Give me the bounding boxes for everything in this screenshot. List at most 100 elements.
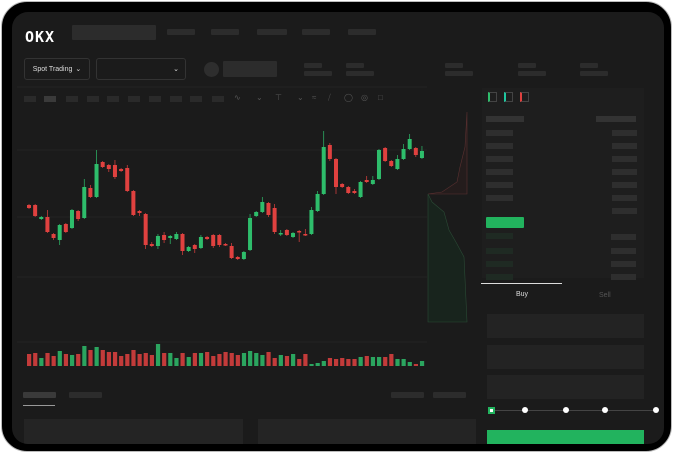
timeframe-button[interactable]	[128, 96, 140, 102]
okx-logo[interactable]: OKX	[25, 28, 56, 46]
nav-item[interactable]	[302, 29, 330, 35]
chevron-down-icon[interactable]: ⌄	[297, 93, 304, 102]
candle-body	[205, 237, 210, 239]
buy-submit-button[interactable]	[487, 430, 644, 444]
nav-item[interactable]	[257, 29, 287, 35]
volume-bar	[27, 354, 32, 366]
coin-icon	[204, 62, 219, 77]
candle-body	[198, 237, 203, 248]
indicator-icon[interactable]: ∿	[234, 93, 241, 102]
volume-bar	[131, 350, 136, 366]
candle-body	[223, 244, 228, 246]
candle-body	[131, 191, 136, 215]
volume-bar	[106, 352, 112, 366]
fullscreen-icon[interactable]: □	[378, 93, 383, 102]
volume-bar	[143, 353, 148, 366]
chevron-down-icon[interactable]: ⌄	[256, 93, 263, 102]
slider-stop-75[interactable]	[602, 407, 608, 413]
candle-body	[303, 234, 308, 236]
candle-body	[241, 252, 246, 259]
timeframe-button[interactable]	[190, 96, 202, 102]
slider-stop-100[interactable]	[653, 407, 659, 413]
volume-bar	[376, 357, 382, 366]
timeframe-button[interactable]	[212, 96, 224, 102]
camera-icon[interactable]: ◯	[344, 93, 353, 102]
candle-type-icon[interactable]: ⊤	[275, 93, 282, 102]
assets-panel	[258, 419, 476, 444]
candle-body	[174, 234, 179, 239]
candle-body	[112, 165, 117, 177]
timeframe-button[interactable]	[87, 96, 99, 102]
slider-track[interactable]	[491, 410, 657, 411]
tab-buy[interactable]: Buy	[516, 291, 529, 298]
stat-value	[518, 71, 546, 76]
bid-amount	[611, 274, 636, 280]
candle-body	[155, 236, 160, 246]
volume-bar	[168, 353, 173, 366]
volume-bar	[334, 359, 339, 366]
volume-bar	[315, 363, 320, 366]
candle-body	[284, 230, 289, 235]
nav-item[interactable]	[211, 29, 239, 35]
slider-stop-25[interactable]	[522, 407, 528, 413]
candle-body	[413, 148, 418, 155]
chevron-down-icon: ⌄	[173, 66, 179, 73]
candle-body	[389, 161, 394, 166]
spot-trading-select[interactable]: Spot Trading ⌄	[24, 58, 90, 80]
slider-handle[interactable]	[488, 407, 495, 414]
timeframe-button[interactable]	[149, 96, 161, 102]
volume-bar	[51, 356, 56, 366]
tab-sell[interactable]: Sell	[599, 292, 611, 299]
candle-body	[248, 218, 253, 250]
volume-bar	[45, 353, 50, 366]
volume-bar	[241, 353, 247, 366]
volume-bar	[291, 354, 296, 366]
volume-bar	[266, 352, 271, 366]
timeframe-button[interactable]	[44, 96, 56, 102]
nav-item[interactable]	[348, 29, 376, 35]
tab-order-history[interactable]	[69, 392, 102, 398]
candle-body	[57, 225, 62, 240]
candle-body	[27, 205, 31, 208]
volume-bar	[119, 356, 124, 366]
timeframe-button[interactable]	[107, 96, 119, 102]
total-input[interactable]	[487, 375, 644, 399]
tab-open-orders[interactable]	[23, 392, 56, 398]
nav-item[interactable]	[167, 29, 195, 35]
candle-body	[63, 224, 68, 232]
volume-bar	[82, 346, 87, 366]
stat-value	[445, 71, 473, 76]
filter-button[interactable]	[391, 392, 424, 398]
volume-bar	[321, 361, 326, 366]
price-input[interactable]	[487, 314, 644, 338]
orderbook-bids-icon[interactable]	[504, 92, 513, 102]
search-bar[interactable]	[72, 25, 156, 40]
volume-bar	[407, 362, 412, 366]
orderbook-asks-icon[interactable]	[520, 92, 529, 102]
ask-price	[486, 156, 513, 162]
volume-bar	[211, 356, 216, 366]
slider-stop-50[interactable]	[563, 407, 569, 413]
ruler-icon[interactable]: ⧸	[328, 93, 331, 102]
candle-body	[235, 257, 240, 259]
price-chart[interactable]	[12, 12, 664, 444]
pair-select[interactable]: ⌄	[96, 58, 186, 80]
volume-bar	[395, 359, 400, 366]
timeframe-button[interactable]	[66, 96, 78, 102]
volume-bar	[180, 353, 185, 366]
orderbook-both-icon[interactable]	[488, 92, 497, 102]
candle-body	[364, 180, 369, 182]
settings-circle-icon[interactable]: ◎	[361, 93, 368, 102]
filter-button[interactable]	[433, 392, 466, 398]
candle-body	[395, 159, 400, 169]
ask-amount	[612, 195, 637, 201]
timeframe-button[interactable]	[170, 96, 182, 102]
orderbook-header	[486, 116, 524, 122]
amount-input[interactable]	[487, 345, 644, 369]
timeframe-button[interactable]	[24, 96, 36, 102]
ask-price	[486, 182, 513, 188]
line-tool-icon[interactable]: ≈	[312, 93, 317, 102]
candle-body	[100, 162, 105, 167]
candle-body	[69, 210, 74, 228]
